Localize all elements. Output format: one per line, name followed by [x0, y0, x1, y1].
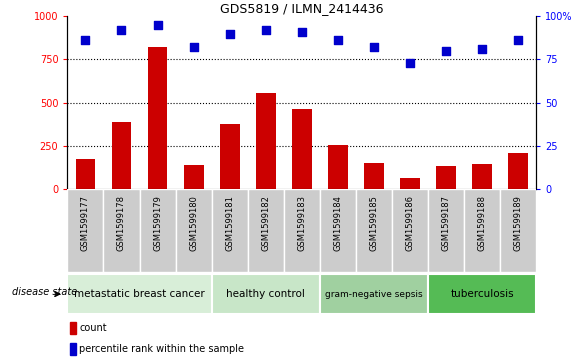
Bar	[256, 93, 275, 189]
FancyBboxPatch shape	[320, 189, 356, 272]
Bar	[70, 343, 76, 355]
FancyBboxPatch shape	[212, 274, 320, 314]
Text: GSM1599182: GSM1599182	[261, 195, 270, 251]
Point	[261, 27, 270, 33]
Text: disease state: disease state	[12, 287, 77, 297]
Point	[189, 45, 198, 50]
FancyBboxPatch shape	[500, 189, 536, 272]
Bar	[364, 163, 384, 189]
Point	[153, 22, 162, 28]
Bar	[148, 48, 168, 189]
Point	[117, 27, 126, 33]
Bar	[76, 159, 96, 189]
Text: tuberculosis: tuberculosis	[450, 289, 514, 299]
FancyBboxPatch shape	[356, 189, 392, 272]
Point	[369, 45, 379, 50]
Bar	[292, 110, 312, 189]
Point	[513, 38, 523, 44]
Text: healthy control: healthy control	[226, 289, 305, 299]
Text: GSM1599188: GSM1599188	[478, 195, 486, 252]
Bar	[472, 164, 492, 189]
Point	[297, 29, 306, 35]
Text: metastatic breast cancer: metastatic breast cancer	[74, 289, 205, 299]
FancyBboxPatch shape	[67, 189, 104, 272]
FancyBboxPatch shape	[176, 189, 212, 272]
Point	[333, 38, 343, 44]
Bar	[400, 178, 420, 189]
Point	[406, 60, 415, 66]
Point	[81, 38, 90, 44]
Text: count: count	[79, 323, 107, 333]
FancyBboxPatch shape	[67, 274, 212, 314]
Bar	[183, 165, 203, 189]
Text: GSM1599189: GSM1599189	[514, 195, 523, 251]
FancyBboxPatch shape	[139, 189, 176, 272]
Text: GSM1599178: GSM1599178	[117, 195, 126, 252]
FancyBboxPatch shape	[248, 189, 284, 272]
FancyBboxPatch shape	[464, 189, 500, 272]
FancyBboxPatch shape	[428, 274, 536, 314]
Text: gram-negative sepsis: gram-negative sepsis	[325, 290, 423, 298]
Text: GSM1599183: GSM1599183	[297, 195, 306, 252]
Text: GSM1599177: GSM1599177	[81, 195, 90, 252]
Bar	[508, 152, 528, 189]
FancyBboxPatch shape	[284, 189, 320, 272]
Text: GSM1599185: GSM1599185	[369, 195, 379, 251]
Text: GSM1599186: GSM1599186	[406, 195, 414, 252]
Bar	[70, 322, 76, 334]
Bar	[111, 122, 131, 189]
Point	[478, 46, 487, 52]
FancyBboxPatch shape	[320, 274, 428, 314]
Text: GSM1599187: GSM1599187	[441, 195, 451, 252]
Bar	[436, 166, 456, 189]
Bar	[220, 124, 240, 189]
Text: GSM1599184: GSM1599184	[333, 195, 342, 251]
Text: GSM1599179: GSM1599179	[153, 195, 162, 251]
FancyBboxPatch shape	[392, 189, 428, 272]
FancyBboxPatch shape	[104, 189, 139, 272]
Text: percentile rank within the sample: percentile rank within the sample	[79, 344, 244, 354]
FancyBboxPatch shape	[428, 189, 464, 272]
Text: GSM1599180: GSM1599180	[189, 195, 198, 251]
Text: GSM1599181: GSM1599181	[225, 195, 234, 251]
Title: GDS5819 / ILMN_2414436: GDS5819 / ILMN_2414436	[220, 2, 384, 15]
Point	[441, 48, 451, 54]
Bar	[328, 145, 347, 189]
FancyBboxPatch shape	[212, 189, 248, 272]
Point	[225, 31, 234, 37]
